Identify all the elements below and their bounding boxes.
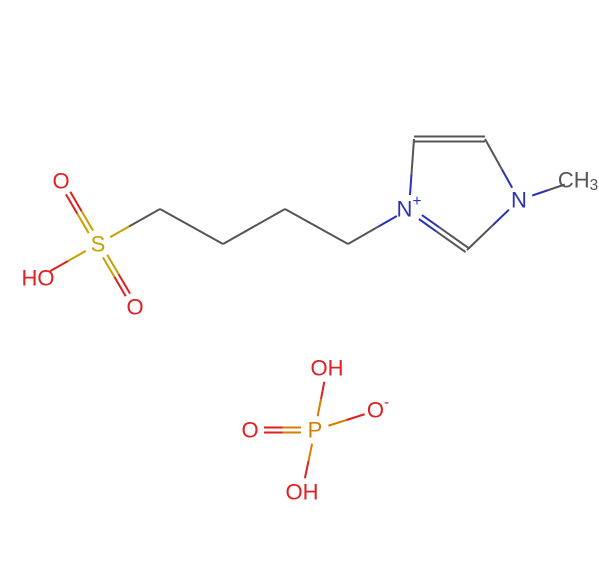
cation-atom-s: S — [91, 232, 106, 257]
phosphate-atom-om: O- — [367, 394, 389, 423]
svg-text:O-: O- — [367, 394, 389, 423]
chemical-structure-diagram: S O O HO N+ N CH3 P O OH OH O- — [0, 0, 599, 574]
cation-atom-ch3: CH3 — [558, 168, 598, 194]
cation-atom-n2: N — [511, 188, 527, 213]
svg-text:OH: OH — [286, 480, 319, 505]
phosphate-atom-odb: O — [241, 418, 258, 443]
phosphate-atom-oh2: OH — [286, 480, 319, 505]
svg-text:O: O — [52, 169, 69, 194]
svg-text:N: N — [511, 188, 527, 213]
svg-text:CH3: CH3 — [558, 168, 598, 194]
svg-text:O: O — [241, 418, 258, 443]
cation-atom-ho: HO — [22, 266, 55, 291]
cation-atom-o1: O — [52, 169, 69, 194]
cation-atom-o2: O — [126, 295, 143, 320]
svg-text:O: O — [126, 295, 143, 320]
phosphate-atom-oh1: OH — [311, 356, 344, 381]
svg-text:S: S — [91, 232, 106, 257]
svg-text:P: P — [308, 418, 323, 443]
phosphate-atom-p: P — [308, 418, 323, 443]
svg-text:N+: N+ — [397, 193, 422, 222]
cation-atom-np: N+ — [397, 193, 422, 222]
svg-text:OH: OH — [311, 356, 344, 381]
svg-text:HO: HO — [22, 266, 55, 291]
